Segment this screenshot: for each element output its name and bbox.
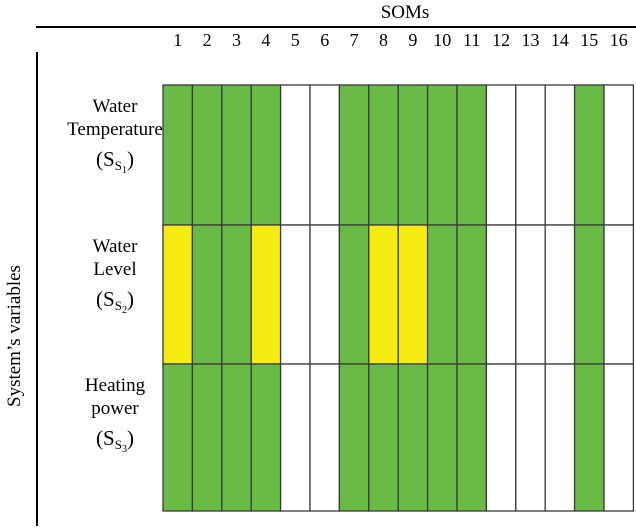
som-number-3: 3 bbox=[232, 30, 241, 50]
cell-row2-som13 bbox=[515, 224, 546, 365]
som-number-6: 6 bbox=[320, 30, 330, 50]
row-label-3: Heating power (SS3) bbox=[30, 374, 200, 457]
cell-row2-som3 bbox=[221, 224, 252, 365]
symbol-base: S bbox=[103, 147, 115, 172]
symbol-base: S bbox=[103, 287, 115, 312]
row-symbol: (SS3) bbox=[96, 426, 134, 456]
cell-row3-som7 bbox=[338, 363, 370, 512]
cell-row1-som1 bbox=[162, 84, 194, 226]
cell-row2-som10 bbox=[426, 224, 458, 365]
cell-row3-som9 bbox=[397, 363, 429, 512]
cell-row2-som1 bbox=[162, 224, 194, 365]
cell-row3-som14 bbox=[544, 363, 576, 512]
cell-row2-som6 bbox=[309, 224, 341, 365]
cell-row3-som15 bbox=[573, 363, 605, 512]
cell-row1-som3 bbox=[221, 84, 252, 226]
row-label-line1: Water bbox=[92, 96, 138, 117]
cell-row1-som16 bbox=[603, 84, 635, 226]
cell-row2-som11 bbox=[456, 224, 488, 365]
symbol-subsub: 1 bbox=[121, 165, 127, 177]
cell-row2-som7 bbox=[338, 224, 370, 365]
som-number-4: 4 bbox=[261, 30, 271, 50]
symbol-sub: S bbox=[114, 298, 122, 314]
som-number-15: 15 bbox=[580, 30, 599, 50]
cell-row3-som5 bbox=[279, 363, 311, 512]
row-label-line1: Water bbox=[92, 236, 138, 257]
som-number-14: 14 bbox=[550, 30, 569, 50]
symbol-sub: S bbox=[114, 158, 122, 174]
cell-row2-som15 bbox=[573, 224, 605, 365]
som-number-13: 13 bbox=[521, 30, 540, 50]
cell-row3-som1 bbox=[162, 363, 194, 512]
symbol-subsub: 2 bbox=[121, 305, 127, 317]
cell-row3-som2 bbox=[191, 363, 223, 512]
cell-row3-som12 bbox=[485, 363, 517, 512]
symbol-sub: S bbox=[114, 437, 122, 453]
cell-row1-som13 bbox=[515, 84, 546, 226]
cell-row2-som14 bbox=[544, 224, 576, 365]
som-number-10: 10 bbox=[433, 30, 452, 50]
cell-row1-som9 bbox=[397, 84, 429, 226]
cell-row1-som11 bbox=[456, 84, 488, 226]
cell-row3-som8 bbox=[368, 363, 399, 512]
cell-row1-som10 bbox=[426, 84, 458, 226]
cell-row1-som7 bbox=[338, 84, 370, 226]
cell-row3-som13 bbox=[515, 363, 546, 512]
som-number-11: 11 bbox=[463, 30, 481, 50]
cell-row1-som6 bbox=[309, 84, 341, 226]
som-number-row: 1 2 3 4 5 6 7 8 9 10 11 12 13 14 15 16 bbox=[0, 30, 636, 56]
cell-row2-som16 bbox=[603, 224, 635, 365]
row-label-2: Water Level (SS2) bbox=[30, 235, 200, 318]
row-symbol: (SS1) bbox=[96, 147, 134, 177]
cell-row2-som9 bbox=[397, 224, 429, 365]
som-number-16: 16 bbox=[609, 30, 628, 50]
row-label-line2: Temperature bbox=[67, 119, 163, 141]
som-header-title: SOMs bbox=[380, 2, 430, 23]
cell-row1-som5 bbox=[279, 84, 311, 226]
row-label-line2: power bbox=[91, 398, 139, 420]
cell-row3-som10 bbox=[426, 363, 458, 512]
som-number-8: 8 bbox=[379, 30, 388, 50]
cell-row3-som16 bbox=[603, 363, 635, 512]
cell-row1-som4 bbox=[250, 84, 282, 226]
som-number-12: 12 bbox=[492, 30, 511, 50]
cell-row3-som6 bbox=[309, 363, 341, 512]
y-axis-line bbox=[36, 52, 38, 526]
cell-row3-som3 bbox=[221, 363, 252, 512]
cell-row2-som12 bbox=[485, 224, 517, 365]
cell-row2-som8 bbox=[368, 224, 399, 365]
cell-row2-som5 bbox=[279, 224, 311, 365]
cell-row3-som4 bbox=[250, 363, 282, 512]
header-rule bbox=[36, 26, 636, 28]
cell-row1-som15 bbox=[573, 84, 605, 226]
row-label-1: Water Temperature (SS1) bbox=[30, 95, 200, 178]
cell-row1-som14 bbox=[544, 84, 576, 226]
cell-row1-som12 bbox=[485, 84, 517, 226]
som-number-5: 5 bbox=[290, 30, 300, 50]
row-symbol: (SS2) bbox=[96, 287, 134, 317]
som-number-7: 7 bbox=[349, 30, 359, 50]
row-label-line1: Heating bbox=[84, 375, 146, 396]
cell-row3-som11 bbox=[456, 363, 488, 512]
som-number-2: 2 bbox=[202, 30, 212, 50]
cell-row2-som4 bbox=[250, 224, 282, 365]
symbol-subsub: 3 bbox=[121, 444, 127, 456]
som-number-1: 1 bbox=[173, 30, 183, 50]
row-label-line2: Level bbox=[93, 259, 137, 281]
cell-row1-som8 bbox=[368, 84, 399, 226]
symbol-base: S bbox=[103, 426, 115, 451]
som-number-9: 9 bbox=[408, 30, 418, 50]
